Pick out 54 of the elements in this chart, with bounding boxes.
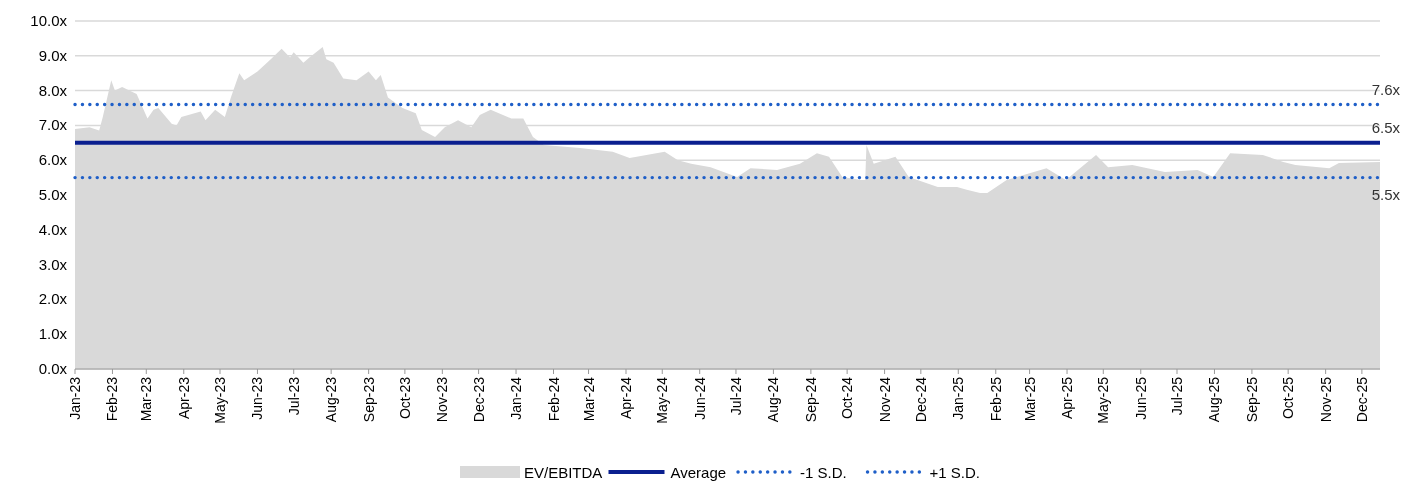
x-tick-label: Oct-23 <box>396 376 413 420</box>
x-tick-label: May-24 <box>654 376 671 424</box>
x-tick-label: Jul-23 <box>285 376 302 416</box>
x-tick-label: Nov-25 <box>1317 376 1334 423</box>
x-tick-label: Aug-25 <box>1206 376 1223 423</box>
y-tick-label: 1.0x <box>38 325 68 343</box>
x-tick-label: Sep-23 <box>360 376 377 423</box>
legend-label: EV/EBITDA <box>524 464 603 481</box>
x-tick-label: Jul-25 <box>1169 376 1185 416</box>
x-tick-label: Oct-25 <box>1280 376 1297 420</box>
x-tick-label: Mar-23 <box>138 376 155 422</box>
data-label: 6.5x <box>1371 118 1401 136</box>
x-tick-label: Feb-25 <box>987 376 1004 422</box>
x-tick-label: Sep-24 <box>802 376 819 423</box>
x-tick-label: Mar-24 <box>580 376 597 422</box>
y-tick-label: 0.0x <box>38 360 68 377</box>
x-tick-label: Feb-23 <box>104 376 121 422</box>
x-tick-label: Jun-23 <box>249 376 266 420</box>
x-tick-label: Apr-23 <box>175 376 192 420</box>
x-tick-label: May-23 <box>212 376 228 424</box>
x-tick-label: Jul-24 <box>727 376 744 416</box>
data-label: 7.6x <box>1371 80 1401 98</box>
y-tick-label: 8.0x <box>38 81 68 99</box>
y-tick-label: 10.0x <box>30 12 68 29</box>
data-label: 5.5x <box>1371 185 1401 203</box>
x-tick-label: Sep-25 <box>1243 376 1260 423</box>
x-tick-label: May-25 <box>1095 376 1112 424</box>
x-tick-label: Jun-24 <box>691 376 708 420</box>
y-tick-label: 7.0x <box>38 116 68 134</box>
y-tick-label: 3.0x <box>38 255 68 273</box>
x-tick-label: Jan-23 <box>67 376 83 420</box>
x-tick-label: Apr-24 <box>618 376 634 420</box>
y-tick-label: 6.0x <box>38 151 68 169</box>
y-tick-label: 9.0x <box>38 46 68 64</box>
x-tick-label: Jan-25 <box>950 376 967 420</box>
x-tick-label: Aug-24 <box>765 376 782 423</box>
y-tick-label: 2.0x <box>38 290 68 308</box>
x-tick-label: Dec-24 <box>912 376 929 423</box>
x-tick-label: Nov-23 <box>434 376 451 423</box>
x-tick-label: Apr-25 <box>1059 376 1076 420</box>
x-tick-label: Jun-25 <box>1132 376 1149 420</box>
x-tick-label: Mar-25 <box>1021 376 1038 422</box>
x-tick-label: Jan-24 <box>508 376 525 420</box>
x-tick-label: Nov-24 <box>876 376 893 423</box>
x-tick-label: Dec-25 <box>1353 376 1370 423</box>
x-tick-label: Feb-24 <box>545 376 562 422</box>
legend-label: Average <box>670 464 727 481</box>
x-tick-label: Dec-23 <box>470 376 487 423</box>
x-tick-label: Aug-23 <box>323 376 340 423</box>
legend-label: +1 S.D. <box>929 464 980 481</box>
x-tick-label: Oct-24 <box>839 376 856 420</box>
y-tick-label: 5.0x <box>38 186 68 203</box>
y-tick-label: 4.0x <box>38 220 68 238</box>
legend-label: -1 S.D. <box>800 464 847 481</box>
